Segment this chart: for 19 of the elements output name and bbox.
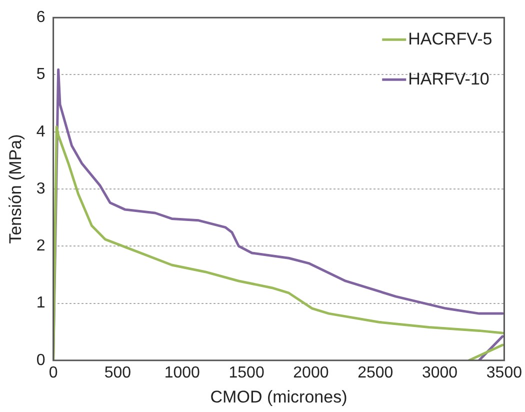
y-tick-label: 2	[36, 238, 46, 255]
x-tick-label: 3000	[422, 364, 458, 382]
x-tick-label: 0	[48, 364, 58, 382]
x-tick-label: 500	[104, 364, 132, 382]
x-tick-label: 2500	[358, 364, 394, 382]
y-tick-label: 1	[36, 294, 46, 312]
x-axis-title: CMOD (micrones)	[210, 387, 348, 406]
legend-label: HARFV-10	[408, 69, 490, 88]
y-tick-label: 0	[36, 352, 46, 369]
x-tick-label: 3500	[486, 364, 522, 382]
y-tick-label: 5	[36, 66, 46, 84]
x-tick-label: 1500	[228, 364, 264, 382]
x-tick-label: 2000	[293, 364, 329, 382]
y-tick-label: 3	[36, 180, 46, 198]
y-tick-label: 6	[36, 9, 46, 26]
y-tick-label: 4	[36, 123, 46, 140]
y-axis-title: Tensión (MPa)	[6, 134, 25, 244]
x-tick-label: 1000	[164, 364, 200, 382]
legend-label: HACRFV-5	[408, 29, 492, 48]
